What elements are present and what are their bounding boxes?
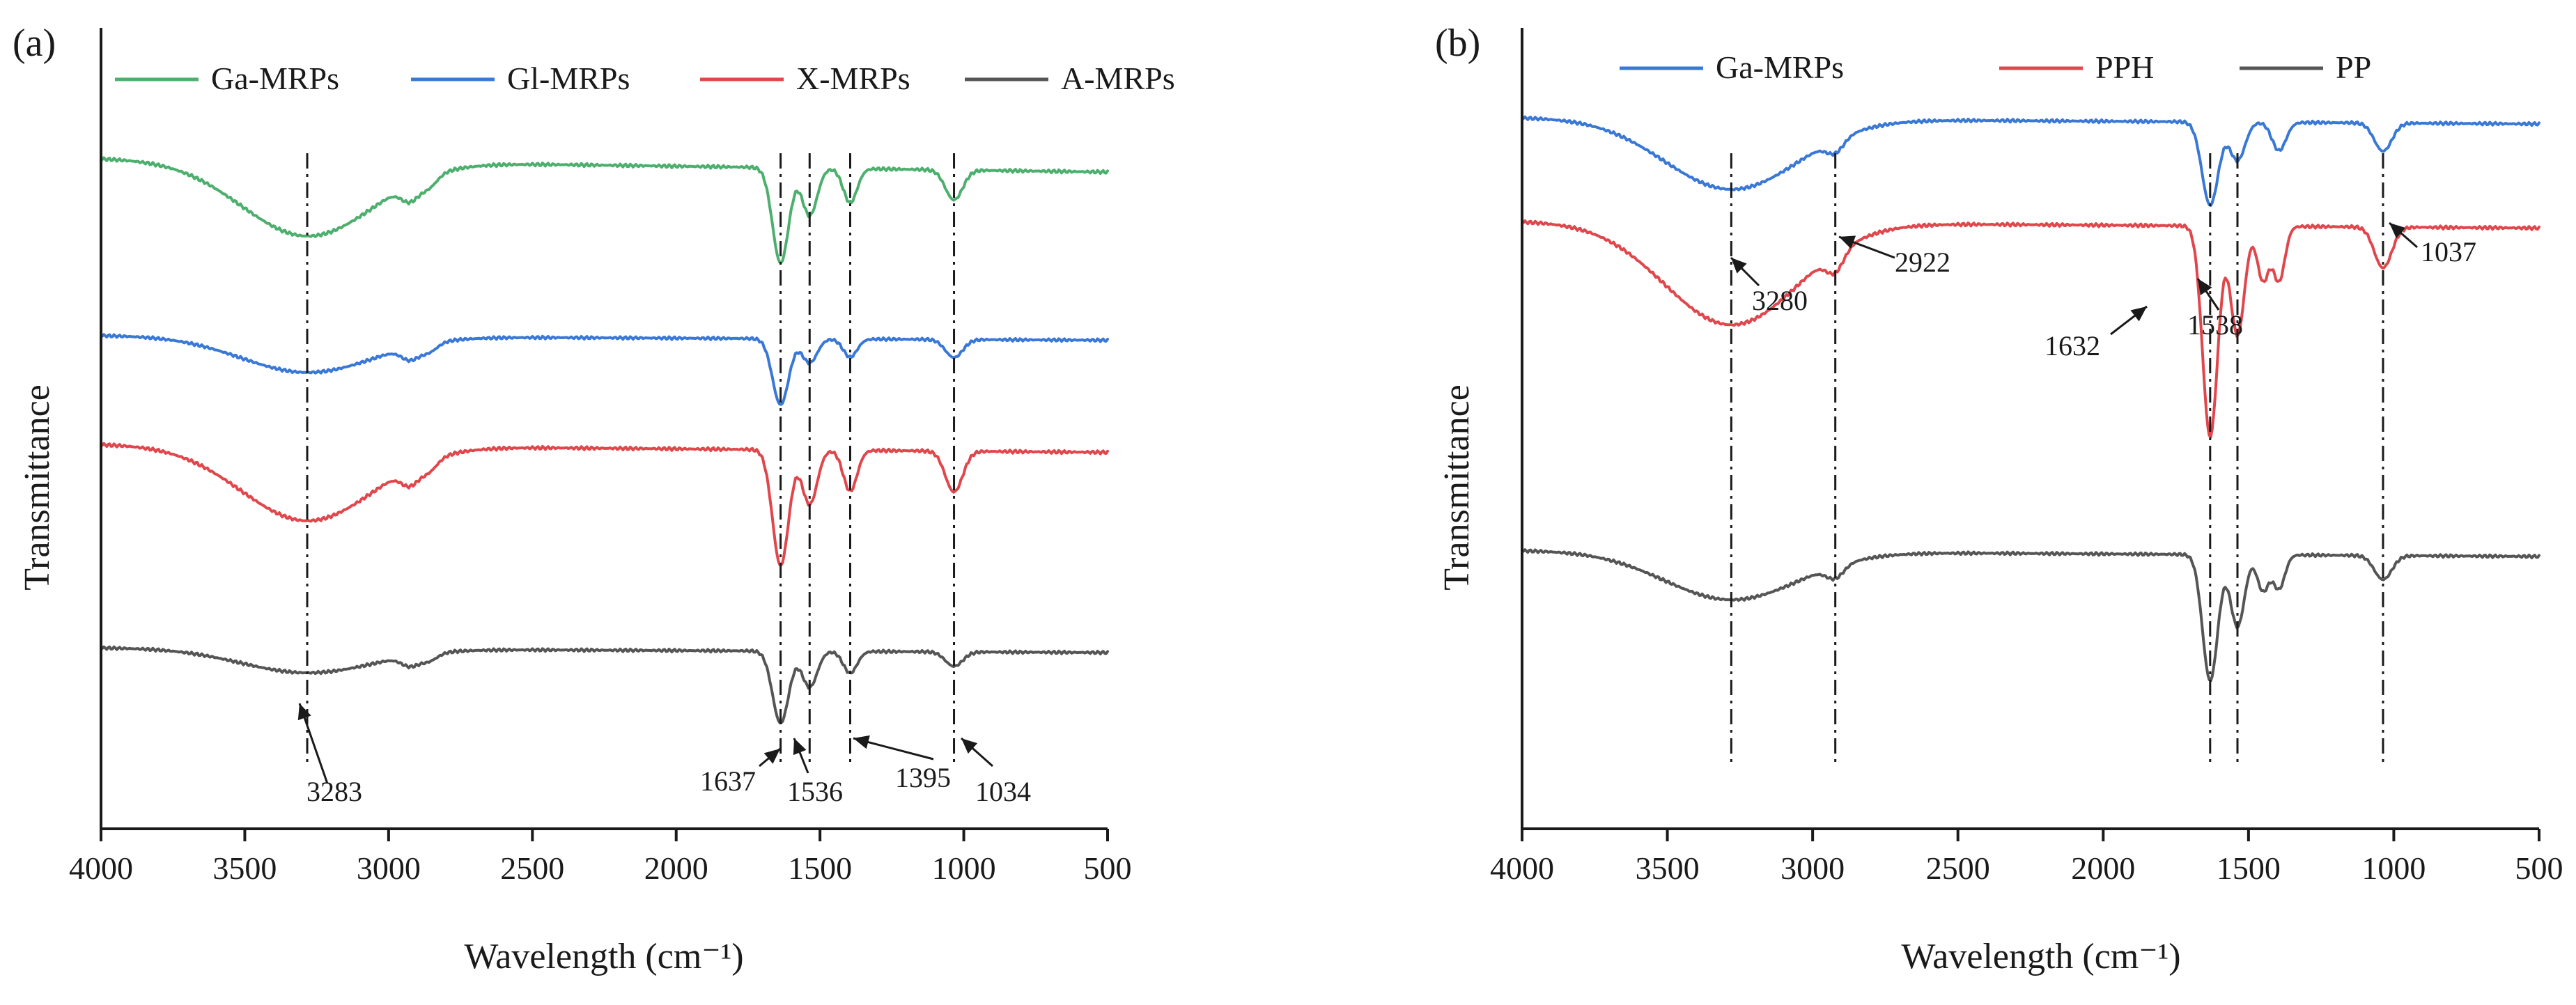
panel-b-series-1 <box>1521 219 2540 439</box>
panel-b-reference-lines <box>1730 153 2384 766</box>
panel-b-arrowhead-2 <box>2130 306 2147 322</box>
panel-b-x-tick-label-0: 4000 <box>1490 850 1554 886</box>
panel-a-x-tick-label-5: 1500 <box>788 850 852 886</box>
panel-a-legend-label-2: X-MRPs <box>796 61 910 96</box>
panel-a-x-tick-label-1: 3500 <box>212 850 277 886</box>
panel-a-annotation-3: 1395 <box>895 762 951 793</box>
panel-a-x-tick-label-4: 2000 <box>644 850 708 886</box>
panel-a-x-tick-label-0: 4000 <box>69 850 133 886</box>
panel-b-series <box>1521 115 2540 683</box>
panel-a-legend: Ga-MRPs Gl-MRPs X-MRPs A-MRPs <box>115 61 1175 96</box>
panel-a-series <box>100 156 1109 724</box>
panel-a-x-tick-label-2: 3000 <box>357 850 421 886</box>
panel-a-series-3 <box>100 645 1109 724</box>
panel-a-arrowhead-2 <box>793 738 807 756</box>
panel-b-axes: 4000 3500 3000 2500 2000 1500 1000 500 <box>1490 28 2563 886</box>
panel-b-x-tick-label-3: 2500 <box>1926 850 1990 886</box>
panel-b-annotation-1: 2922 <box>1895 247 1950 278</box>
panel-a-xlabel: Wavelength (cm⁻¹) <box>464 937 743 976</box>
panel-a-legend-label-1: Gl-MRPs <box>507 61 630 96</box>
panel-b-legend-label-2: PP <box>2336 49 2371 85</box>
panel-b-x-tick-label-7: 500 <box>2515 850 2563 886</box>
panel-b-annotation-4: 1037 <box>2421 236 2476 267</box>
panel-a-ylabel: Transmittance <box>17 384 57 591</box>
panel-a-x-tick-label-7: 500 <box>1084 850 1132 886</box>
panel-b-annotations: 3280 2922 1632 1538 1037 <box>1730 221 2476 361</box>
panel-a-arrowhead-0 <box>297 703 311 721</box>
panel-a-arrowhead-3 <box>853 735 870 749</box>
panel-a-label: (a) <box>13 22 56 65</box>
panel-b-annotation-3: 1538 <box>2187 309 2243 341</box>
panel-b-annotation-2: 1632 <box>2044 330 2100 361</box>
panel-a-x-tick-label-3: 2500 <box>500 850 564 886</box>
panel-a-legend-label-0: Ga-MRPs <box>211 61 339 96</box>
panel-a-x-tick-label-6: 1000 <box>932 850 996 886</box>
panel-a-annotations: 3283 1637 1536 1395 1034 <box>297 703 1031 807</box>
panel-a-arrowhead-4 <box>961 738 978 754</box>
panel-b-arrowhead-3 <box>2198 279 2212 295</box>
panel-a-annotation-4: 1034 <box>975 776 1031 807</box>
panel-b: (b) Transmittance Wavelength (cm⁻¹) 4000… <box>1435 22 2563 976</box>
panel-b-x-tick-label-6: 1000 <box>2361 850 2426 886</box>
panel-b-series-0 <box>1521 115 2540 208</box>
panel-a-annotation-1: 1637 <box>700 765 756 797</box>
panel-a-axes: 4000 3500 3000 2500 2000 1500 1000 500 <box>69 28 1132 886</box>
panel-b-ylabel: Transmittance <box>1437 384 1477 591</box>
panel-a-series-2 <box>100 442 1109 567</box>
panel-a-reference-lines <box>306 153 956 766</box>
panel-b-annotation-0: 3280 <box>1752 285 1808 316</box>
panel-b-x-tick-label-2: 3000 <box>1780 850 1845 886</box>
panel-b-legend-label-1: PPH <box>2095 49 2154 85</box>
panel-a-annotation-0: 3283 <box>307 776 362 807</box>
panel-a-series-1 <box>100 333 1109 406</box>
panel-b-xlabel: Wavelength (cm⁻¹) <box>1901 937 2180 976</box>
panel-a-legend-label-3: A-MRPs <box>1061 61 1175 96</box>
panel-b-arrowhead-0 <box>1731 258 1747 274</box>
panel-a: (a) Transmittance Wavelength (cm⁻¹) 4000… <box>13 22 1175 976</box>
panel-a-series-0 <box>100 156 1109 264</box>
panel-a-annotation-2: 1536 <box>787 776 843 807</box>
panel-a-arrowhead-1 <box>763 749 780 764</box>
panel-b-arrowhead-4 <box>2389 223 2406 239</box>
panel-b-label: (b) <box>1435 22 1480 65</box>
panel-b-series-2 <box>1521 548 2540 683</box>
panel-b-x-tick-label-5: 1500 <box>2217 850 2281 886</box>
panel-b-x-tick-label-1: 3500 <box>1636 850 1700 886</box>
panel-b-legend-label-0: Ga-MRPs <box>1716 49 1844 85</box>
panel-b-x-tick-label-4: 2000 <box>2071 850 2135 886</box>
panel-b-legend: Ga-MRPs PPH PP <box>1620 49 2371 85</box>
panel-b-arrowhead-1 <box>1839 235 1856 249</box>
